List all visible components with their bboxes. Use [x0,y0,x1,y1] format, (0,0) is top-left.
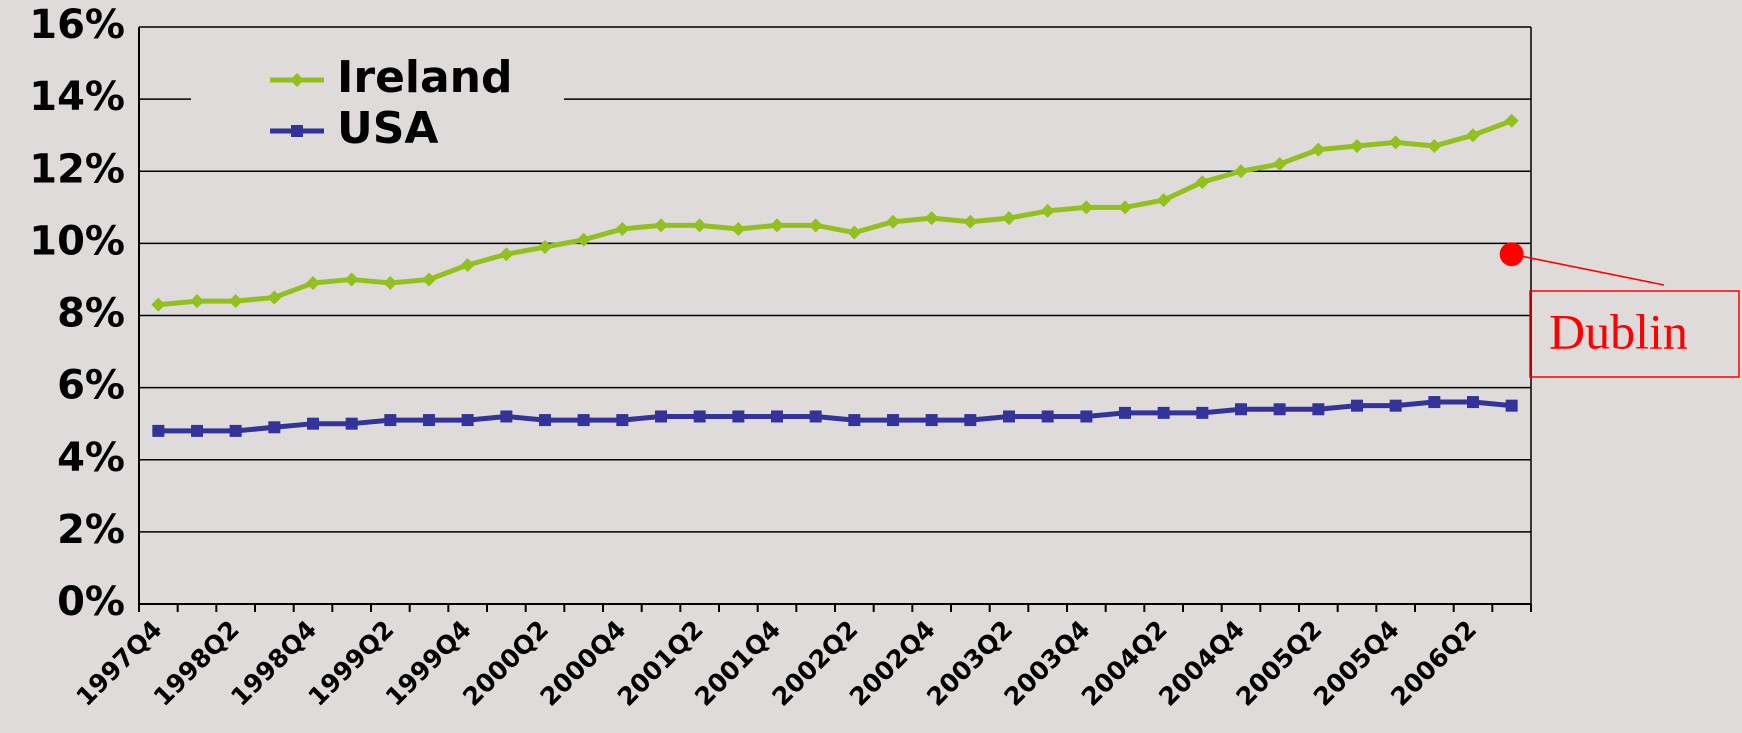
y-tick-label: 4% [57,435,125,481]
y-tick-label: 14% [29,74,125,120]
annotation-leader [1511,253,1665,286]
diamond-marker [1388,135,1403,150]
series-line [158,399,1512,434]
annotation-point [1499,242,1524,267]
legend-label: Ireland [337,52,513,103]
square-marker [1467,396,1479,409]
diamond-marker [1156,193,1171,208]
diamond-marker [267,290,282,305]
y-tick-label: 16% [29,2,125,48]
square-marker [1235,403,1247,416]
square-marker [809,410,822,423]
square-marker [1080,410,1093,423]
square-marker [268,421,281,434]
square-marker [1157,406,1170,419]
square-marker [655,410,667,423]
diamond-marker [1427,139,1442,154]
square-marker [1389,399,1402,412]
square-marker [191,424,203,437]
square-marker [500,410,513,423]
y-tick-label: 10% [29,218,125,264]
diamond-marker [499,247,514,262]
square-marker [616,414,629,427]
legend-marker [291,125,303,137]
square-marker [229,424,242,437]
diamond-marker [383,276,398,291]
annotation-label: Dublin [1549,303,1688,359]
square-marker [693,410,706,423]
square-marker [848,414,861,427]
square-marker [1312,403,1325,416]
y-tick-label: 2% [57,507,125,553]
diamond-marker [886,214,900,229]
square-marker [307,417,319,430]
diamond-marker [422,272,436,287]
diamond-marker [963,214,978,229]
diamond-marker [847,225,862,240]
diamond-marker [654,218,668,233]
diamond-marker [1040,203,1055,218]
diamond-marker [1195,175,1210,190]
square-marker [577,414,590,427]
diamond-marker [1079,200,1094,215]
y-tick-label: 0% [57,579,125,625]
legend-label: USA [337,103,438,154]
diamond-marker [460,258,475,273]
diamond-marker [924,211,939,226]
square-marker [423,414,435,427]
square-marker [925,414,938,427]
diamond-marker [808,218,823,233]
square-marker [1196,406,1209,419]
diamond-marker [1466,128,1480,143]
square-marker [964,414,977,427]
y-tick-label: 8% [57,291,125,337]
annotation-box [1529,290,1740,378]
legend-marker [290,73,304,87]
square-marker [1428,396,1441,409]
diamond-marker [1311,142,1326,157]
diamond-marker [344,272,359,287]
square-marker [1273,403,1286,416]
square-marker [1505,399,1518,412]
square-marker [1351,399,1363,412]
square-marker [732,410,745,423]
square-marker [1119,406,1131,419]
square-marker [461,414,474,427]
y-tick-label: 12% [29,146,125,192]
square-marker [771,410,783,423]
diamond-marker [1002,211,1016,226]
diamond-marker [615,221,630,236]
diamond-marker [731,221,746,236]
diamond-marker [1504,113,1519,128]
diamond-marker [1350,139,1364,154]
legend-background [191,50,564,165]
series-line [158,118,1513,308]
square-marker [152,424,165,437]
x-tick-label: 2006Q2 [1385,615,1482,712]
diamond-marker [190,294,204,309]
diamond-marker [576,232,591,247]
square-marker [539,414,551,427]
square-marker [1003,410,1015,423]
diamond-marker [692,218,707,233]
diamond-marker [770,218,784,233]
diamond-marker [151,297,166,312]
diamond-marker [228,294,243,309]
diamond-marker [1118,200,1132,215]
square-marker [384,414,397,427]
square-marker [887,414,899,427]
square-marker [345,417,358,430]
diamond-marker [306,276,320,291]
diamond-marker [538,239,552,254]
diamond-marker [1234,164,1248,179]
square-marker [1041,410,1054,423]
y-tick-label: 6% [57,363,125,409]
diamond-marker [1272,157,1287,172]
